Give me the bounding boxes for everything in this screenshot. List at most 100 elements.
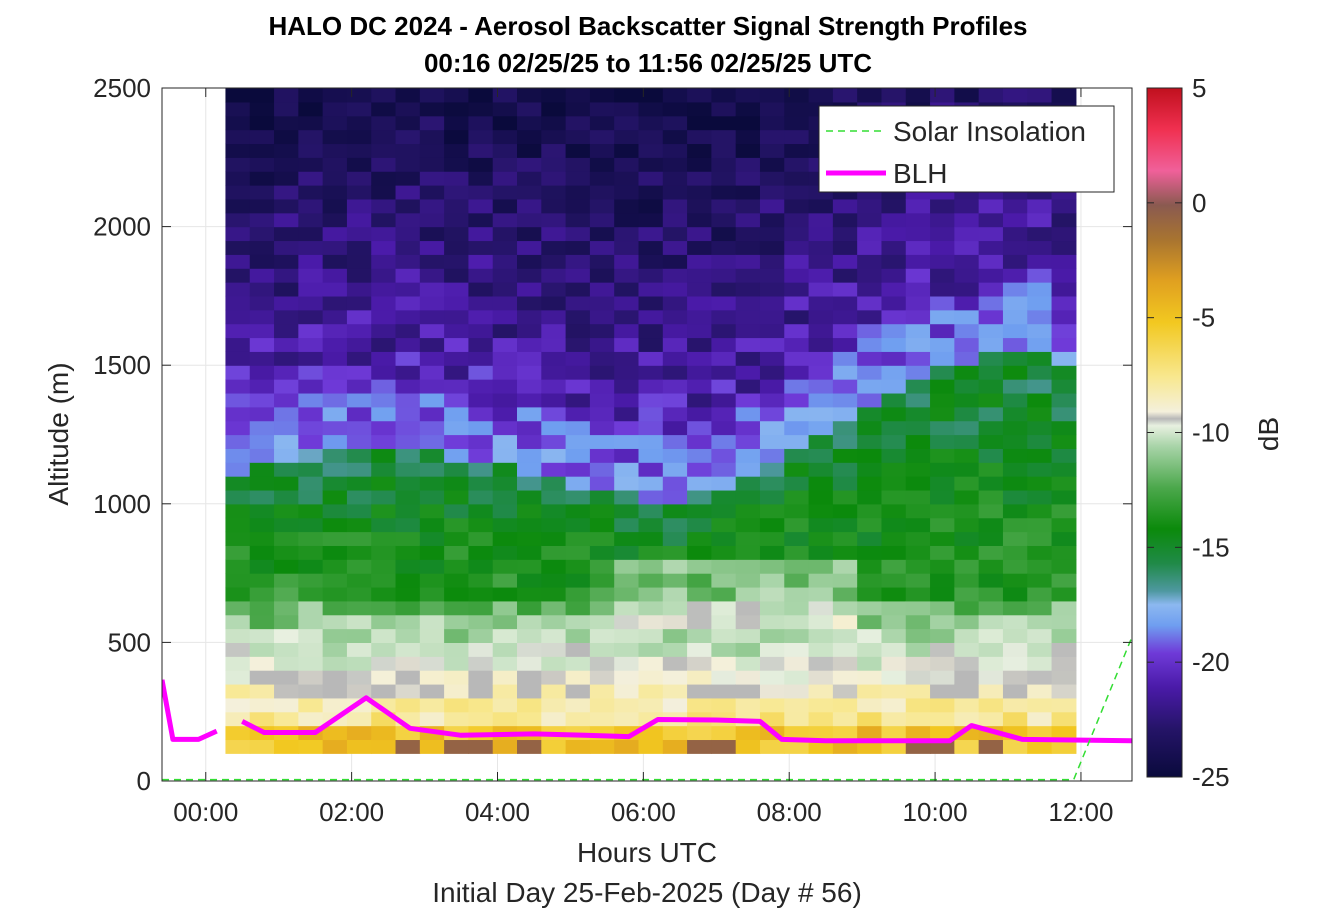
heatmap-cell [371,282,397,297]
heatmap-cell [565,198,591,214]
heatmap-cell [492,434,518,449]
heatmap-cell [468,88,494,103]
heatmap-cell [346,725,372,741]
heatmap-cell [808,656,834,671]
heatmap-cell [468,642,494,657]
heatmap-cell [857,240,883,255]
heatmap-cell [1002,642,1028,657]
heatmap-cell [419,739,445,754]
heatmap-cell [1002,531,1028,546]
heatmap-cell [249,406,275,422]
heatmap-cell [1051,462,1077,477]
heatmap-cell [517,129,542,145]
heatmap-cell [881,531,907,546]
heatmap-cell [225,351,251,366]
heatmap-cell [419,559,445,574]
heatmap-cell [1051,323,1077,339]
heatmap-cell [444,739,470,754]
heatmap-cell [444,697,470,713]
heatmap-cell [881,323,907,339]
heatmap-cell [1051,642,1077,657]
heatmap-cell [541,323,567,339]
heatmap-cell [298,185,324,200]
heatmap-cell [225,462,251,477]
heatmap-cell [638,365,664,380]
heatmap-cell [419,295,445,311]
heatmap-cell [225,406,251,422]
heatmap-cell [881,226,907,242]
heatmap-cell [905,420,931,436]
heatmap-cell [735,406,761,422]
heatmap-cell [662,379,688,394]
heatmap-cell [346,683,372,699]
heatmap-cell [274,420,299,436]
heatmap-cell [565,656,591,671]
heatmap-cell [905,489,931,505]
heatmap-cell [735,101,761,117]
heatmap-cell [759,503,785,519]
heatmap-cell [346,392,372,408]
heatmap-cell [1027,711,1053,727]
heatmap-cell [784,711,810,727]
heatmap-cell [419,600,445,616]
heatmap-cell [662,573,688,588]
heatmap-cell [517,157,542,172]
heatmap-cell [492,101,518,117]
heatmap-cell [249,462,275,477]
heatmap-cell [589,129,615,145]
heatmap-cell [517,697,542,713]
heatmap-cell [687,379,712,394]
heatmap-cell [857,545,883,560]
heatmap-cell [808,600,834,616]
heatmap-cell [857,642,883,657]
heatmap-cell [1051,573,1077,588]
heatmap-cell [735,448,761,463]
heatmap-cell [589,683,615,699]
heatmap-cell [1002,434,1028,449]
heatmap-cell [930,434,955,449]
heatmap-cell [322,295,348,311]
heatmap-cell [759,171,785,186]
heatmap-cell [322,531,348,546]
heatmap-cell [395,628,421,643]
heatmap-cell [954,309,980,325]
heatmap-cell [808,406,834,422]
heatmap-cell [249,600,275,616]
heatmap-cell [930,462,955,477]
heatmap-cell [468,406,494,422]
heatmap-cell [930,88,955,103]
heatmap-cell [298,683,324,699]
heatmap-cell [298,365,324,380]
heatmap-cell [322,476,348,491]
heatmap-cell [322,406,348,422]
heatmap-cell [444,101,470,117]
heatmap-cell [832,586,858,602]
heatmap-cell [614,489,640,505]
heatmap-cell [517,143,542,158]
heatmap-cell [274,212,299,228]
heatmap-cell [274,462,299,477]
heatmap-cell [346,739,372,754]
heatmap-cell [832,573,858,588]
heatmap-cell [735,282,761,297]
heatmap-cell [249,379,275,394]
heatmap-cell [225,337,251,352]
heatmap-cell [832,503,858,519]
heatmap-cell [784,268,810,283]
heatmap-cell [1027,573,1053,588]
heatmap-cell [711,573,737,588]
heatmap-cell [905,711,931,727]
heatmap-cell [954,517,980,533]
heatmap-cell [1002,254,1028,269]
heatmap-cell [784,434,810,449]
heatmap-cell [759,365,785,380]
heatmap-cell [881,268,907,283]
heatmap-cell [444,628,470,643]
heatmap-cell [541,240,567,255]
heatmap-cell [298,462,324,477]
heatmap-cell [225,240,251,255]
heatmap-cell [1051,517,1077,533]
heatmap-cell [832,531,858,546]
heatmap-cell [978,711,1004,727]
heatmap-cell [711,656,737,671]
